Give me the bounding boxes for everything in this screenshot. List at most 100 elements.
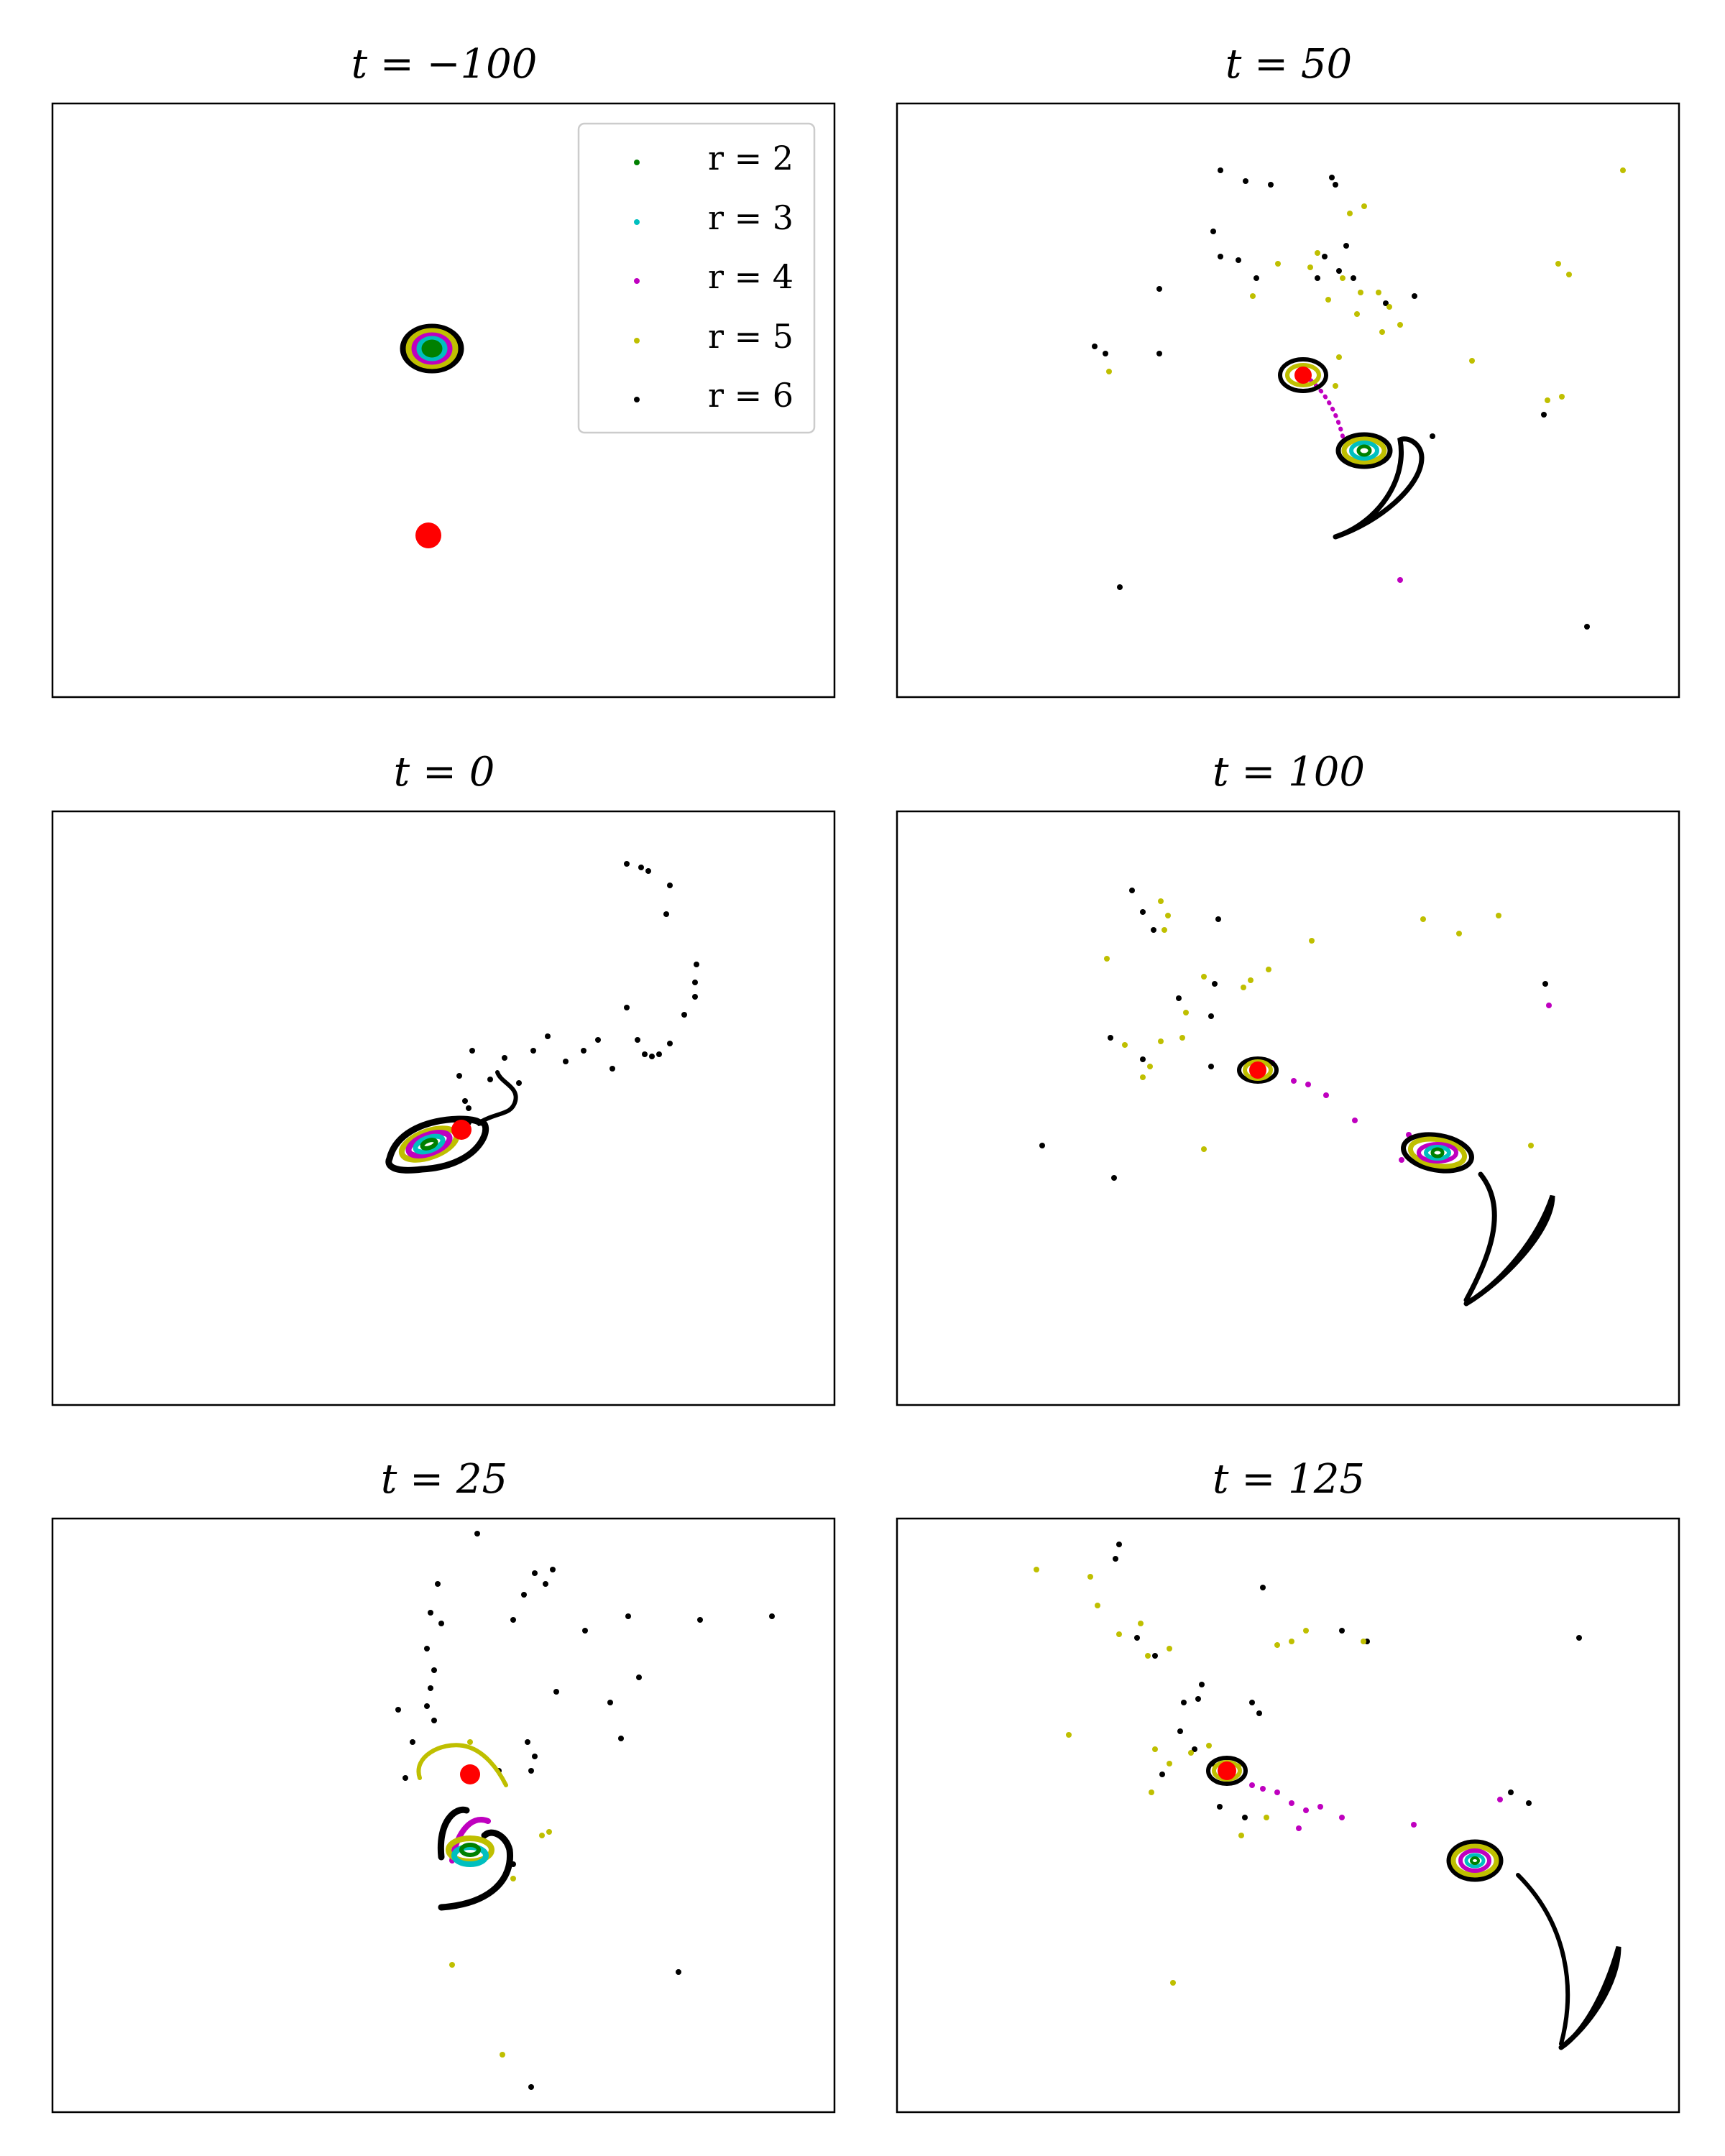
ring-r6 — [1446, 1839, 1504, 1882]
point-6 — [395, 1707, 401, 1713]
point-6 — [435, 1581, 441, 1587]
point-6 — [1260, 1585, 1266, 1590]
point-6 — [1113, 1556, 1118, 1562]
point-6 — [553, 1689, 559, 1695]
point-4 — [1411, 1822, 1417, 1828]
legend-label-r2: r = 2 — [708, 139, 794, 178]
point-5 — [546, 1829, 552, 1835]
point-5 — [1266, 967, 1271, 972]
ring-r4 — [405, 1130, 453, 1158]
ring-r5 — [1407, 1136, 1468, 1169]
galaxy-core — [428, 345, 436, 352]
point-4 — [1323, 1092, 1329, 1098]
point-6 — [1140, 1056, 1146, 1062]
ring-r3 — [1424, 1145, 1451, 1161]
point-6 — [625, 1613, 631, 1619]
ring-r2 — [420, 1138, 438, 1151]
point-5 — [1250, 293, 1256, 299]
point-5 — [1379, 329, 1385, 335]
point-5 — [1201, 1146, 1207, 1152]
point-6 — [563, 1059, 569, 1064]
point-6 — [466, 1105, 472, 1111]
point-5 — [1559, 394, 1565, 400]
legend-label-r6: r = 6 — [708, 376, 794, 415]
perturber-point — [460, 1764, 480, 1784]
point-6 — [431, 1718, 437, 1723]
perturber-point — [1249, 1061, 1266, 1079]
point-4 — [1260, 1786, 1266, 1792]
point-6 — [624, 861, 630, 867]
point-6 — [521, 1592, 527, 1598]
point-5 — [449, 1962, 455, 1968]
ring-r4 — [1417, 1142, 1458, 1164]
arm-r6 — [437, 1806, 470, 1861]
point-5 — [1162, 927, 1167, 933]
point-6 — [1152, 1653, 1158, 1659]
point-6 — [487, 1077, 493, 1082]
point-6 — [1584, 624, 1590, 630]
point-5 — [1116, 1631, 1122, 1637]
point-5 — [500, 2052, 505, 2058]
point-6 — [1156, 351, 1162, 356]
point-6 — [1140, 909, 1146, 915]
legend-marker-r3 — [634, 219, 640, 225]
point-5 — [1340, 275, 1346, 281]
panel-title: t = 0 — [394, 749, 495, 796]
point-6 — [502, 1055, 507, 1061]
ring-6 — [400, 323, 464, 374]
point-6 — [1243, 178, 1248, 184]
point-5 — [1336, 354, 1342, 360]
point-5 — [1165, 913, 1171, 918]
tail-r6 — [1463, 1194, 1555, 1307]
point-5 — [1275, 261, 1281, 267]
point-5 — [1309, 938, 1315, 944]
point-6 — [676, 1969, 681, 1975]
point-6 — [1199, 1682, 1205, 1687]
point-6 — [1159, 1772, 1165, 1777]
point-5 — [1566, 272, 1572, 277]
point-5 — [1307, 264, 1313, 270]
perturber-point — [1294, 367, 1312, 384]
legend: r = 2 r = 3 r = 4 r = 5 r = 6 — [577, 122, 816, 434]
point-6 — [532, 1570, 538, 1576]
point-6 — [424, 1646, 430, 1651]
point-6 — [1412, 293, 1417, 299]
point-5 — [1095, 1603, 1100, 1608]
point-4 — [1317, 1804, 1323, 1810]
point-6 — [1242, 1815, 1248, 1820]
point-6 — [550, 1567, 556, 1572]
ring-r2 — [1356, 444, 1372, 457]
point-6 — [1208, 1013, 1214, 1019]
point-4 — [1352, 1118, 1358, 1123]
point-5 — [1420, 916, 1426, 922]
point-4 — [1305, 1082, 1311, 1087]
point-5 — [1158, 1038, 1164, 1044]
ring-3 — [416, 336, 448, 361]
plot-area — [1092, 167, 1626, 630]
arc-r5 — [416, 1743, 508, 1787]
point-5 — [1241, 985, 1246, 990]
point-6 — [428, 1685, 433, 1691]
legend-marker-r5 — [634, 338, 640, 344]
point-6 — [697, 1617, 703, 1623]
point-5 — [1238, 1833, 1244, 1838]
point-6 — [610, 1066, 615, 1072]
point-6 — [1339, 1628, 1345, 1634]
point-6 — [1336, 268, 1342, 274]
point-6 — [582, 1628, 588, 1634]
point-6 — [1111, 1175, 1117, 1181]
point-6 — [1092, 344, 1098, 349]
point-6 — [1542, 981, 1548, 987]
ring-5 — [405, 328, 459, 369]
point-6 — [1218, 167, 1223, 173]
point-5 — [1528, 1143, 1534, 1148]
axes-frame — [896, 810, 1680, 1406]
axes-frame — [51, 1517, 836, 2114]
point-6 — [402, 1775, 408, 1781]
legend-label-r5: r = 5 — [708, 317, 794, 356]
legend-label-r3: r = 3 — [708, 198, 794, 237]
tail-r6 — [1333, 436, 1425, 540]
point-6 — [530, 1048, 536, 1054]
point-6 — [667, 883, 673, 888]
point-6 — [428, 1610, 433, 1616]
